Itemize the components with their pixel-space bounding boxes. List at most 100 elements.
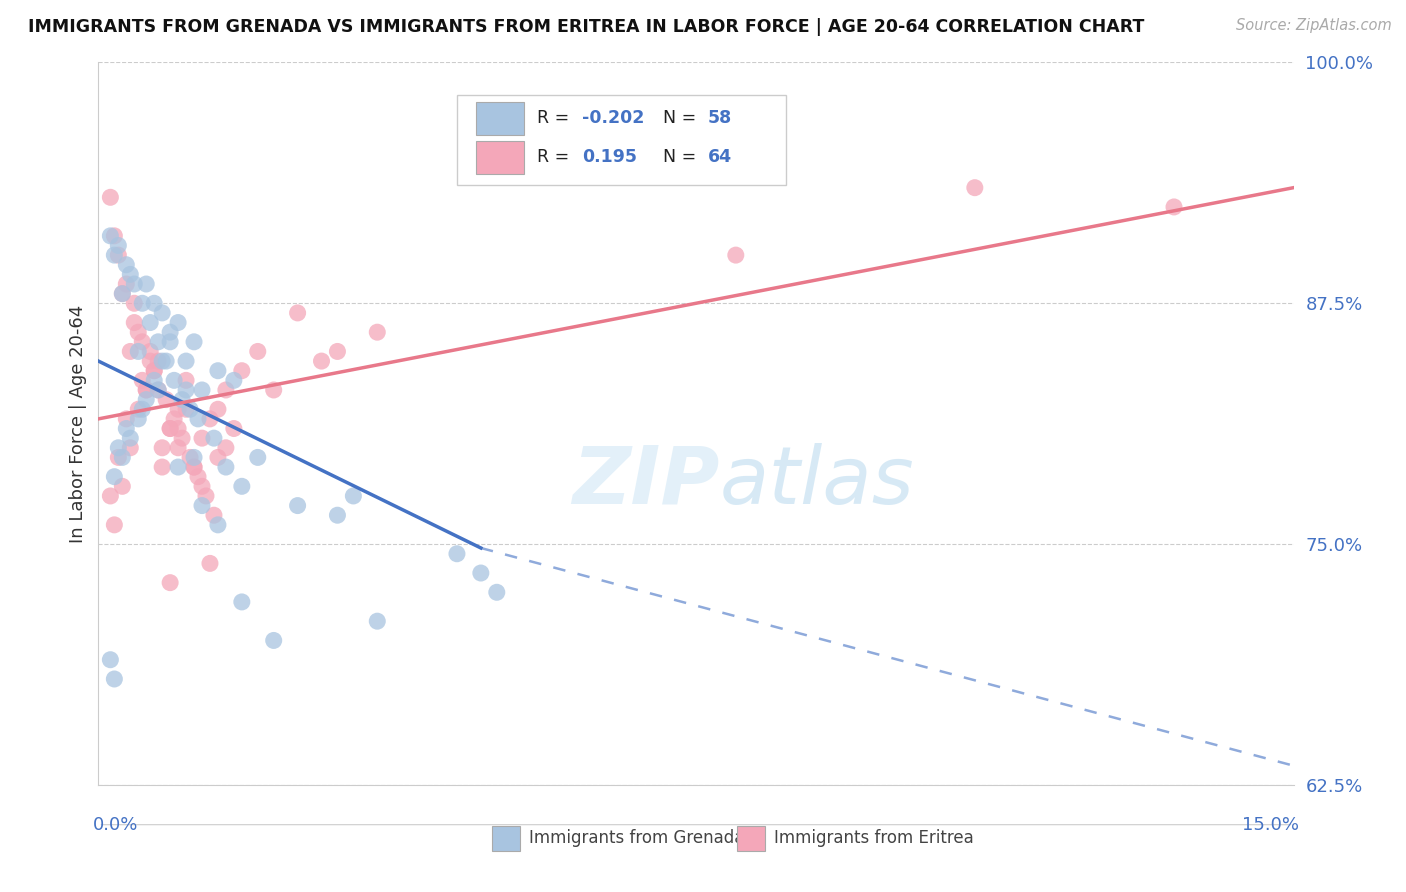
Point <box>159 575 181 590</box>
Point <box>202 431 225 445</box>
Point <box>231 364 253 378</box>
Point <box>111 450 134 465</box>
Point <box>366 614 388 628</box>
Point <box>139 354 162 368</box>
Text: 58: 58 <box>709 110 733 128</box>
Point <box>222 373 245 387</box>
Point <box>143 296 166 310</box>
Point <box>246 344 269 359</box>
Point <box>107 441 129 455</box>
Point <box>287 499 309 513</box>
Point <box>485 585 508 599</box>
Text: 0.195: 0.195 <box>582 148 637 167</box>
Point <box>139 316 162 330</box>
Text: 64: 64 <box>709 148 733 167</box>
Point <box>179 402 201 417</box>
Point <box>366 325 388 339</box>
Point <box>167 460 190 475</box>
Point <box>139 344 162 359</box>
Point <box>131 334 153 349</box>
Point <box>98 653 122 667</box>
FancyBboxPatch shape <box>457 95 786 186</box>
Point <box>150 306 173 320</box>
Text: Immigrants from Eritrea: Immigrants from Eritrea <box>773 830 973 847</box>
Point <box>159 325 181 339</box>
Point <box>135 383 157 397</box>
Point <box>135 383 157 397</box>
Point <box>215 441 238 455</box>
Text: IMMIGRANTS FROM GRENADA VS IMMIGRANTS FROM ERITREA IN LABOR FORCE | AGE 20-64 CO: IMMIGRANTS FROM GRENADA VS IMMIGRANTS FR… <box>28 18 1144 36</box>
FancyBboxPatch shape <box>492 826 520 851</box>
Point <box>135 277 157 291</box>
Text: -0.202: -0.202 <box>582 110 645 128</box>
Point <box>195 489 218 503</box>
Point <box>124 316 146 330</box>
Point <box>183 450 205 465</box>
FancyBboxPatch shape <box>737 826 765 851</box>
Point <box>342 489 364 503</box>
Point <box>191 431 214 445</box>
Point <box>207 364 229 378</box>
Point <box>446 547 468 561</box>
Point <box>198 412 221 426</box>
FancyBboxPatch shape <box>477 141 524 174</box>
Point <box>159 421 181 435</box>
Point <box>150 460 173 475</box>
Text: N =: N = <box>662 110 702 128</box>
Point <box>263 383 285 397</box>
Point <box>127 412 149 426</box>
Point <box>143 364 166 378</box>
Point <box>98 190 122 204</box>
Point <box>963 180 986 194</box>
Point <box>115 277 138 291</box>
Point <box>135 392 157 407</box>
Point <box>215 383 238 397</box>
Text: atlas: atlas <box>720 442 915 521</box>
Text: R =: R = <box>537 110 575 128</box>
Point <box>174 354 197 368</box>
Point <box>148 354 170 368</box>
Point <box>148 383 170 397</box>
Point <box>231 595 253 609</box>
Point <box>167 441 190 455</box>
Point <box>187 412 209 426</box>
Point <box>143 364 166 378</box>
Point <box>115 258 138 272</box>
Point <box>163 412 186 426</box>
Point <box>148 334 170 349</box>
Point <box>143 373 166 387</box>
Point <box>120 268 142 282</box>
Point <box>179 450 201 465</box>
Point <box>215 460 238 475</box>
Point <box>150 441 173 455</box>
Point <box>107 238 129 252</box>
Point <box>246 450 269 465</box>
Point <box>172 431 194 445</box>
Point <box>131 402 153 417</box>
Point <box>124 296 146 310</box>
Point <box>191 479 214 493</box>
Point <box>131 296 153 310</box>
Point <box>98 489 122 503</box>
Point <box>127 344 149 359</box>
Point <box>207 517 229 532</box>
Point <box>172 392 194 407</box>
Text: Source: ZipAtlas.com: Source: ZipAtlas.com <box>1236 18 1392 33</box>
Text: Immigrants from Grenada: Immigrants from Grenada <box>529 830 744 847</box>
Point <box>174 402 197 417</box>
Text: ZIP: ZIP <box>572 442 720 521</box>
Point <box>155 392 177 407</box>
Text: R =: R = <box>537 148 581 167</box>
Point <box>183 334 205 349</box>
Point <box>202 508 225 523</box>
Y-axis label: In Labor Force | Age 20-64: In Labor Force | Age 20-64 <box>69 304 87 543</box>
Point <box>167 402 190 417</box>
Point <box>187 469 209 483</box>
Point <box>115 421 138 435</box>
Point <box>163 373 186 387</box>
Point <box>155 354 177 368</box>
Point <box>159 421 181 435</box>
Point <box>98 228 122 243</box>
Point <box>174 373 197 387</box>
Point <box>120 441 142 455</box>
